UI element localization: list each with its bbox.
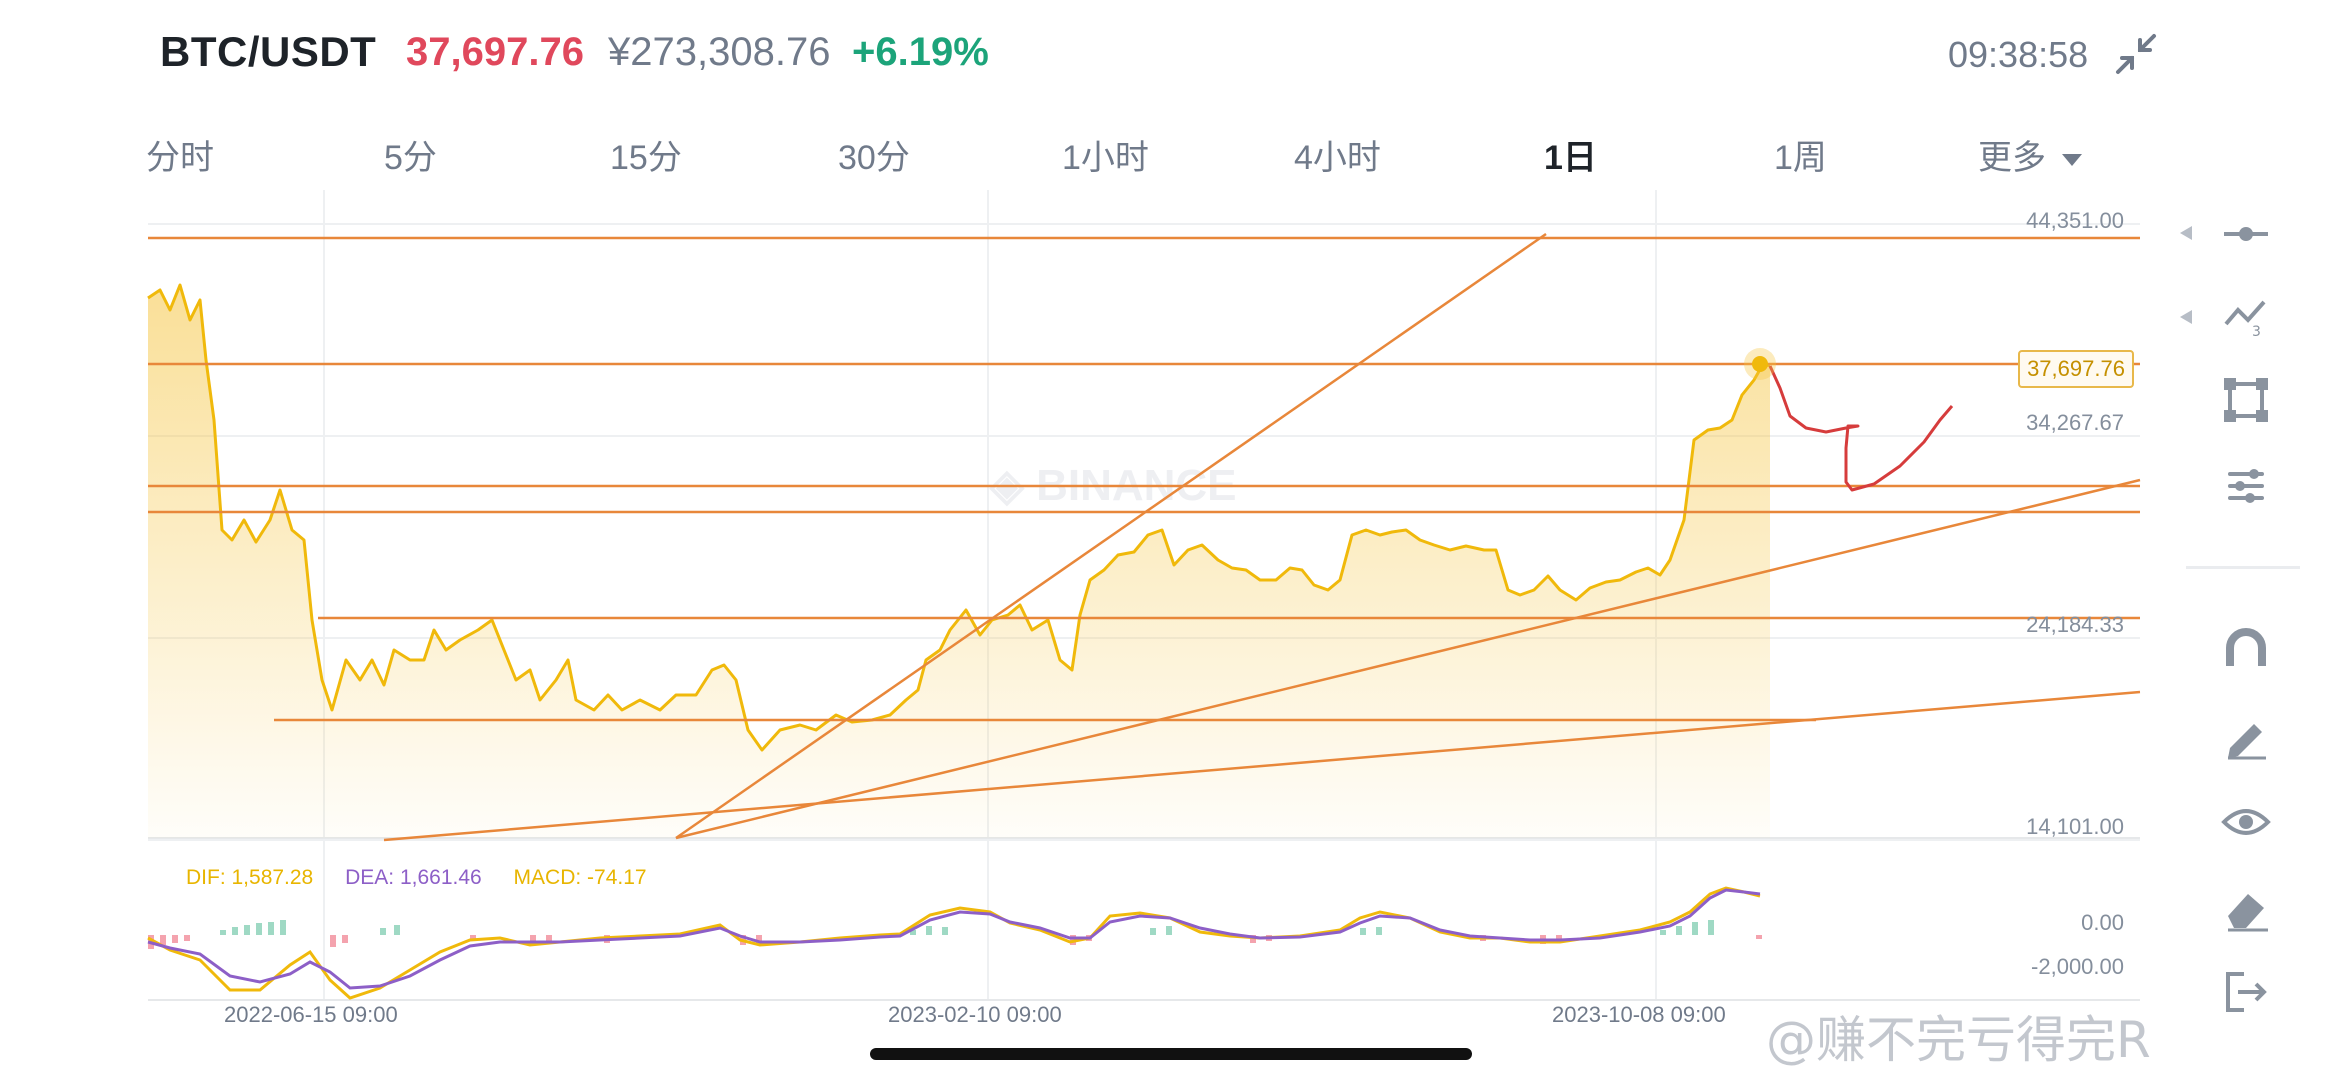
- x-axis-date-2: 2023-02-10 09:00: [888, 1002, 1062, 1027]
- y-axis-label-3: 24,184.33: [2026, 612, 2124, 637]
- drawn-trend-lines: [383, 232, 2141, 842]
- tab-more[interactable]: 更多: [1978, 130, 2082, 179]
- y-axis-label-top: 44,351.00: [2026, 208, 2124, 233]
- tab-30min[interactable]: 30分: [838, 139, 910, 177]
- tab-1day[interactable]: 1日: [1544, 139, 1597, 177]
- tab-4hour[interactable]: 4小时: [1294, 139, 1381, 177]
- x-axis-date-1: 2022-06-15 09:00: [224, 1002, 398, 1027]
- current-price-dot: [1752, 356, 1768, 372]
- macd-legend: DIF: 1,587.28 DEA: 1,661.46 MACD: -74.17: [186, 866, 673, 890]
- trend-line-tool-icon[interactable]: 3: [2220, 290, 2272, 342]
- home-indicator[interactable]: [870, 1048, 1472, 1060]
- drawing-toolbar: 3: [2180, 200, 2340, 1020]
- interval-tabs: 分时 5分 15分 30分 1小时 4小时 1日 1周 更多: [0, 120, 2340, 190]
- expand-arrow-icon[interactable]: [2180, 310, 2192, 324]
- horizontal-line-tool-icon[interactable]: [2220, 208, 2272, 260]
- tab-1min-line[interactable]: 分时: [146, 139, 214, 177]
- eraser-icon[interactable]: [2220, 882, 2272, 934]
- price-cny: ¥273,308.76: [608, 30, 831, 74]
- tab-1week[interactable]: 1周: [1774, 139, 1827, 177]
- projection-sketch: [1768, 365, 1954, 492]
- tab-15min[interactable]: 15分: [610, 139, 682, 177]
- pencil-icon[interactable]: [2220, 710, 2272, 762]
- expand-arrow-icon[interactable]: [2180, 226, 2192, 240]
- magnet-icon[interactable]: [2220, 624, 2272, 676]
- last-price-tag: 37,697.76: [2018, 350, 2134, 388]
- macd-dea-line: [147, 888, 1761, 990]
- rectangle-tool-icon[interactable]: [2220, 374, 2272, 426]
- toolbar-divider: [2186, 566, 2300, 569]
- y-axis-label-bottom: 14,101.00: [2026, 814, 2124, 839]
- tab-5min[interactable]: 5分: [384, 139, 437, 177]
- macd-histogram: [148, 920, 1762, 949]
- price-chart[interactable]: ◈ BINANCE: [0, 190, 2160, 1030]
- macd-axis-zero: 0.00: [2081, 910, 2124, 935]
- caret-down-icon: [2062, 154, 2082, 167]
- price-area: [148, 285, 1770, 838]
- tab-more-label: 更多: [1978, 139, 2046, 177]
- eye-icon[interactable]: [2220, 796, 2272, 848]
- ticker-header: BTC/USDT 37,697.76 ¥273,308.76 +6.19% 09…: [0, 0, 2340, 110]
- x-axis-date-3: 2023-10-08 09:00: [1552, 1002, 1726, 1027]
- last-price: 37,697.76: [406, 30, 584, 74]
- change-percent: +6.19%: [852, 30, 989, 74]
- macd-dif-value: DIF: 1,587.28: [186, 866, 314, 889]
- trading-pair[interactable]: BTC/USDT: [160, 28, 377, 75]
- indicator-settings-icon[interactable]: [2220, 460, 2272, 512]
- exit-icon[interactable]: [2220, 966, 2272, 1018]
- svg-text:3: 3: [2252, 324, 2261, 340]
- clock: 09:38:58: [1948, 34, 2089, 75]
- y-axis-label-2: 34,267.67: [2026, 410, 2124, 435]
- macd-value: MACD: -74.17: [513, 866, 647, 889]
- price-line: [147, 283, 1771, 752]
- weibo-watermark: @赚不完亏得完R: [1766, 1011, 2151, 1069]
- collapse-arrows-icon[interactable]: [2112, 30, 2160, 78]
- macd-axis-min: -2,000.00: [2031, 954, 2124, 979]
- macd-dea-value: DEA: 1,661.46: [345, 866, 482, 889]
- tab-1hour[interactable]: 1小时: [1062, 139, 1149, 177]
